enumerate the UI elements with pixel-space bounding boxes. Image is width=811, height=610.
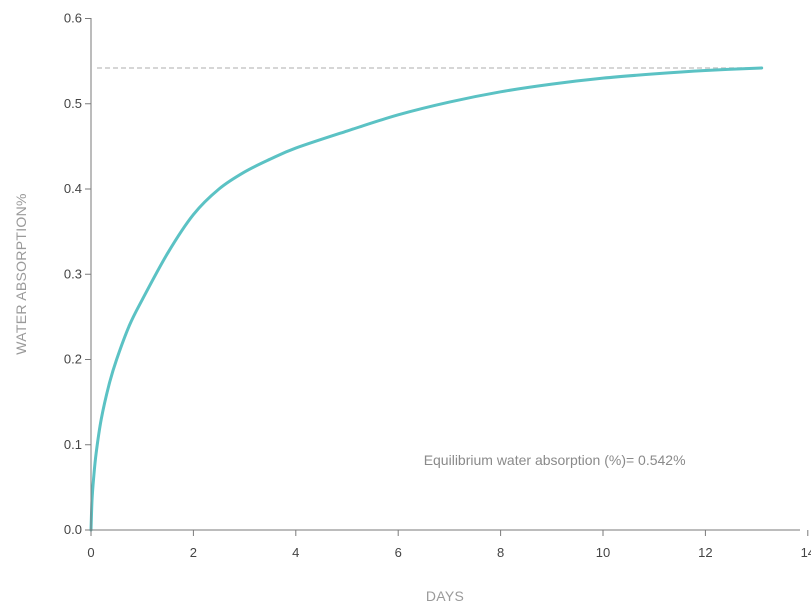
- y-tick-label: 0.3: [64, 266, 82, 281]
- y-tick-label: 0.6: [64, 11, 82, 26]
- x-tick-label: 4: [292, 545, 299, 560]
- equilibrium-annotation: Equilibrium water absorption (%)= 0.542%: [424, 452, 686, 468]
- x-tick-label: 10: [596, 545, 610, 560]
- y-tick-label: 0.5: [64, 96, 82, 111]
- x-tick-label: 8: [497, 545, 504, 560]
- y-axis-title: WATER ABSORPTION%: [13, 193, 29, 354]
- x-tick-label: 12: [698, 545, 712, 560]
- y-tick-label: 0.0: [64, 522, 82, 537]
- x-tick-label: 0: [87, 545, 94, 560]
- x-tick-label: 14: [801, 545, 811, 560]
- x-tick-label: 6: [395, 545, 402, 560]
- y-tick-label: 0.4: [64, 181, 82, 196]
- x-tick-label: 2: [190, 545, 197, 560]
- y-tick-label: 0.1: [64, 437, 82, 452]
- x-axis-title: DAYS: [426, 588, 464, 604]
- absorption-series-line: [89, 66, 764, 532]
- y-tick-label: 0.2: [64, 352, 82, 367]
